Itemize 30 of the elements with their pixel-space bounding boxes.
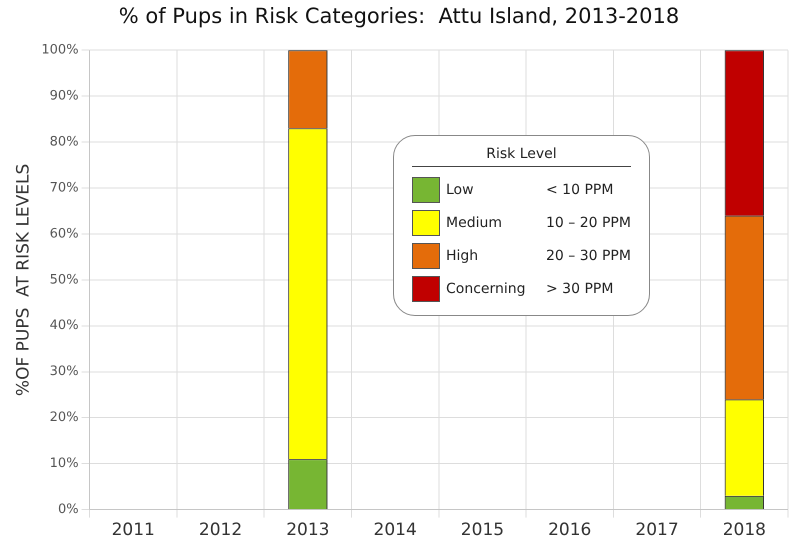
y-tick-label: 10%: [50, 456, 79, 472]
y-tick-label: 80%: [50, 134, 79, 150]
legend-label: High: [446, 248, 480, 264]
x-tick-label: 2018: [722, 520, 766, 540]
y-tick-label: 70%: [50, 180, 79, 196]
y-tick-label: 0%: [58, 502, 79, 517]
x-tick-label: 2013: [286, 520, 330, 540]
legend-label: Concerning: [446, 280, 527, 296]
y-tick-label: 40%: [50, 318, 79, 334]
x-tick-label: 2017: [635, 520, 679, 540]
x-tick-label: 2011: [112, 520, 155, 540]
legend-label: Low: [446, 182, 475, 198]
y-tick-label: 90%: [50, 88, 79, 104]
annotation: > 30 PPM: [546, 280, 614, 296]
y-tick-label: 50%: [50, 272, 79, 288]
chart-title: % of Pups in Risk Categories: Attu Island, 2013-2018: [118, 4, 680, 28]
y-tick-label: 60%: [50, 226, 79, 242]
y-axis-title: %OF PUPS AT RISK LEVELS: [14, 164, 34, 396]
x-tick-label: 2012: [198, 520, 242, 540]
x-tick-label: 2014: [374, 520, 417, 540]
y-tick-label: 20%: [50, 410, 79, 426]
y-tick-label: 30%: [50, 364, 79, 380]
x-tick-label: 2016: [548, 520, 592, 540]
legend-title: Risk Level: [485, 146, 558, 164]
annotation: 10 – 20 PPM: [546, 214, 631, 230]
y-tick-label: 100%: [41, 42, 79, 58]
annotation: < 10 PPM: [546, 182, 614, 198]
legend-label: Medium: [446, 214, 503, 230]
annotation: 20 – 30 PPM: [546, 248, 631, 264]
x-tick-label: 2015: [460, 520, 504, 540]
